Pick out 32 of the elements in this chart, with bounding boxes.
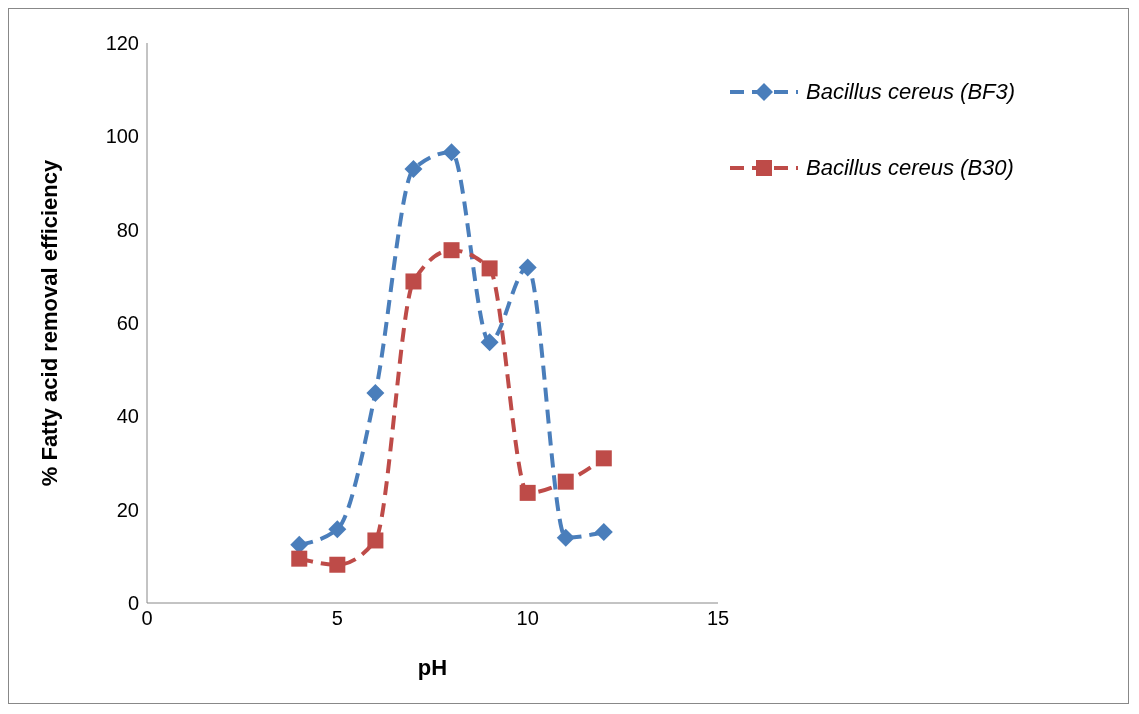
x-axis-title: pH: [417, 655, 448, 680]
point: [442, 143, 461, 162]
point: [518, 258, 537, 277]
y-tick-label: 40: [116, 405, 139, 428]
point: [557, 473, 574, 490]
x-tick-label: 0: [141, 607, 153, 630]
point: [519, 484, 536, 501]
y-axis-title: % Fatty acid removal efficiency: [36, 159, 62, 487]
y-tick-label: 80: [116, 218, 139, 241]
y-tick-label: 120: [105, 32, 139, 55]
y-tick-label: 60: [116, 312, 139, 335]
y-tick-label: 0: [127, 592, 139, 615]
legend-label: Bacillus cereus (BF3): [806, 79, 1016, 105]
point: [481, 260, 498, 277]
y-tick-label: 20: [116, 498, 139, 521]
x-tick-label: 5: [331, 607, 343, 630]
point: [328, 520, 347, 539]
x-tick-label: 15: [706, 607, 730, 630]
point: [329, 556, 346, 573]
y-tick-label: 100: [105, 125, 139, 148]
x-tick-label: 10: [516, 607, 539, 630]
point: [443, 242, 460, 259]
point: [367, 532, 384, 549]
point: [404, 160, 423, 178]
legend-label: Bacillus cereus (B30): [806, 155, 1014, 181]
point: [556, 528, 575, 547]
point: [594, 523, 613, 542]
point: [405, 273, 422, 290]
point: [291, 550, 308, 567]
point: [480, 333, 499, 352]
point: [595, 450, 612, 467]
point: [366, 384, 385, 402]
